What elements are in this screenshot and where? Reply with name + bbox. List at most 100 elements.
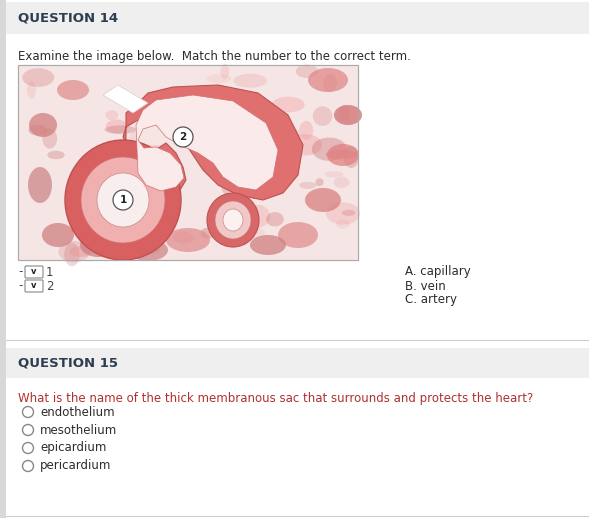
Ellipse shape: [221, 181, 231, 194]
Ellipse shape: [128, 239, 168, 261]
Ellipse shape: [313, 106, 332, 126]
Circle shape: [173, 127, 193, 147]
Ellipse shape: [305, 188, 341, 212]
Ellipse shape: [323, 74, 337, 92]
Ellipse shape: [29, 113, 57, 137]
Ellipse shape: [326, 203, 360, 224]
Ellipse shape: [28, 167, 52, 203]
Ellipse shape: [81, 157, 165, 243]
Text: -: -: [18, 266, 22, 279]
Ellipse shape: [223, 112, 258, 132]
Text: pericardium: pericardium: [40, 459, 111, 472]
Ellipse shape: [250, 104, 267, 124]
Ellipse shape: [28, 125, 47, 136]
Ellipse shape: [315, 178, 323, 186]
Ellipse shape: [342, 210, 355, 216]
Ellipse shape: [266, 212, 284, 226]
Text: What is the name of the thick membranous sac that surrounds and protects the hea: What is the name of the thick membranous…: [18, 392, 533, 405]
Ellipse shape: [47, 151, 65, 159]
Ellipse shape: [339, 105, 350, 122]
Circle shape: [113, 190, 133, 210]
Ellipse shape: [58, 241, 90, 263]
Ellipse shape: [336, 219, 350, 228]
Ellipse shape: [272, 97, 305, 112]
Ellipse shape: [65, 140, 181, 260]
Ellipse shape: [207, 193, 259, 247]
Ellipse shape: [27, 81, 36, 99]
Ellipse shape: [245, 205, 270, 227]
Ellipse shape: [227, 159, 237, 180]
Ellipse shape: [57, 80, 89, 100]
Ellipse shape: [123, 180, 150, 195]
Text: A. capillary: A. capillary: [405, 266, 471, 279]
Ellipse shape: [153, 106, 170, 126]
Text: Examine the image below.  Match the number to the correct term.: Examine the image below. Match the numbe…: [18, 50, 411, 63]
Ellipse shape: [206, 74, 231, 83]
Ellipse shape: [299, 121, 313, 140]
Ellipse shape: [223, 209, 243, 231]
Text: v: v: [31, 267, 37, 277]
Ellipse shape: [129, 131, 140, 148]
Text: endothelium: endothelium: [40, 406, 115, 419]
Ellipse shape: [233, 74, 267, 88]
Ellipse shape: [42, 128, 57, 149]
Ellipse shape: [343, 146, 359, 168]
Ellipse shape: [174, 232, 194, 244]
Ellipse shape: [334, 177, 349, 188]
Ellipse shape: [278, 222, 318, 248]
Text: 1: 1: [46, 266, 54, 279]
Ellipse shape: [247, 181, 280, 195]
Ellipse shape: [225, 99, 235, 112]
Ellipse shape: [73, 205, 93, 214]
Ellipse shape: [166, 228, 210, 252]
Text: epicardium: epicardium: [40, 441, 107, 454]
Ellipse shape: [296, 65, 318, 78]
Text: QUESTION 15: QUESTION 15: [18, 356, 118, 369]
Ellipse shape: [106, 120, 127, 134]
Text: QUESTION 14: QUESTION 14: [18, 11, 118, 24]
FancyBboxPatch shape: [6, 2, 589, 34]
Ellipse shape: [289, 134, 322, 155]
Ellipse shape: [334, 105, 362, 125]
Ellipse shape: [222, 96, 250, 109]
Ellipse shape: [216, 197, 251, 212]
PathPatch shape: [136, 95, 278, 191]
Ellipse shape: [250, 235, 286, 255]
FancyBboxPatch shape: [25, 266, 43, 278]
Text: 1: 1: [120, 195, 127, 205]
Ellipse shape: [299, 182, 316, 189]
Ellipse shape: [157, 89, 179, 96]
Ellipse shape: [113, 139, 128, 156]
Ellipse shape: [308, 68, 348, 92]
Ellipse shape: [289, 129, 300, 145]
FancyBboxPatch shape: [18, 65, 358, 260]
Ellipse shape: [133, 237, 161, 254]
FancyBboxPatch shape: [18, 65, 358, 260]
Ellipse shape: [22, 68, 54, 87]
Ellipse shape: [220, 64, 229, 79]
Ellipse shape: [240, 227, 265, 239]
Text: C. artery: C. artery: [405, 294, 457, 307]
Ellipse shape: [133, 229, 148, 247]
Ellipse shape: [239, 198, 253, 214]
Ellipse shape: [327, 144, 359, 166]
Ellipse shape: [234, 169, 246, 181]
Ellipse shape: [97, 173, 149, 227]
Ellipse shape: [80, 200, 95, 207]
Ellipse shape: [259, 166, 289, 181]
Text: mesothelium: mesothelium: [40, 424, 117, 437]
Ellipse shape: [141, 223, 158, 232]
Text: B. vein: B. vein: [405, 280, 446, 293]
FancyBboxPatch shape: [25, 280, 43, 292]
Ellipse shape: [312, 138, 347, 161]
Ellipse shape: [64, 243, 80, 266]
Ellipse shape: [70, 247, 92, 257]
Text: 2: 2: [46, 280, 54, 293]
FancyBboxPatch shape: [6, 348, 589, 378]
Ellipse shape: [105, 110, 118, 120]
PathPatch shape: [123, 85, 303, 200]
Ellipse shape: [325, 171, 343, 177]
Ellipse shape: [326, 150, 358, 160]
Ellipse shape: [140, 145, 169, 155]
FancyBboxPatch shape: [0, 0, 6, 518]
